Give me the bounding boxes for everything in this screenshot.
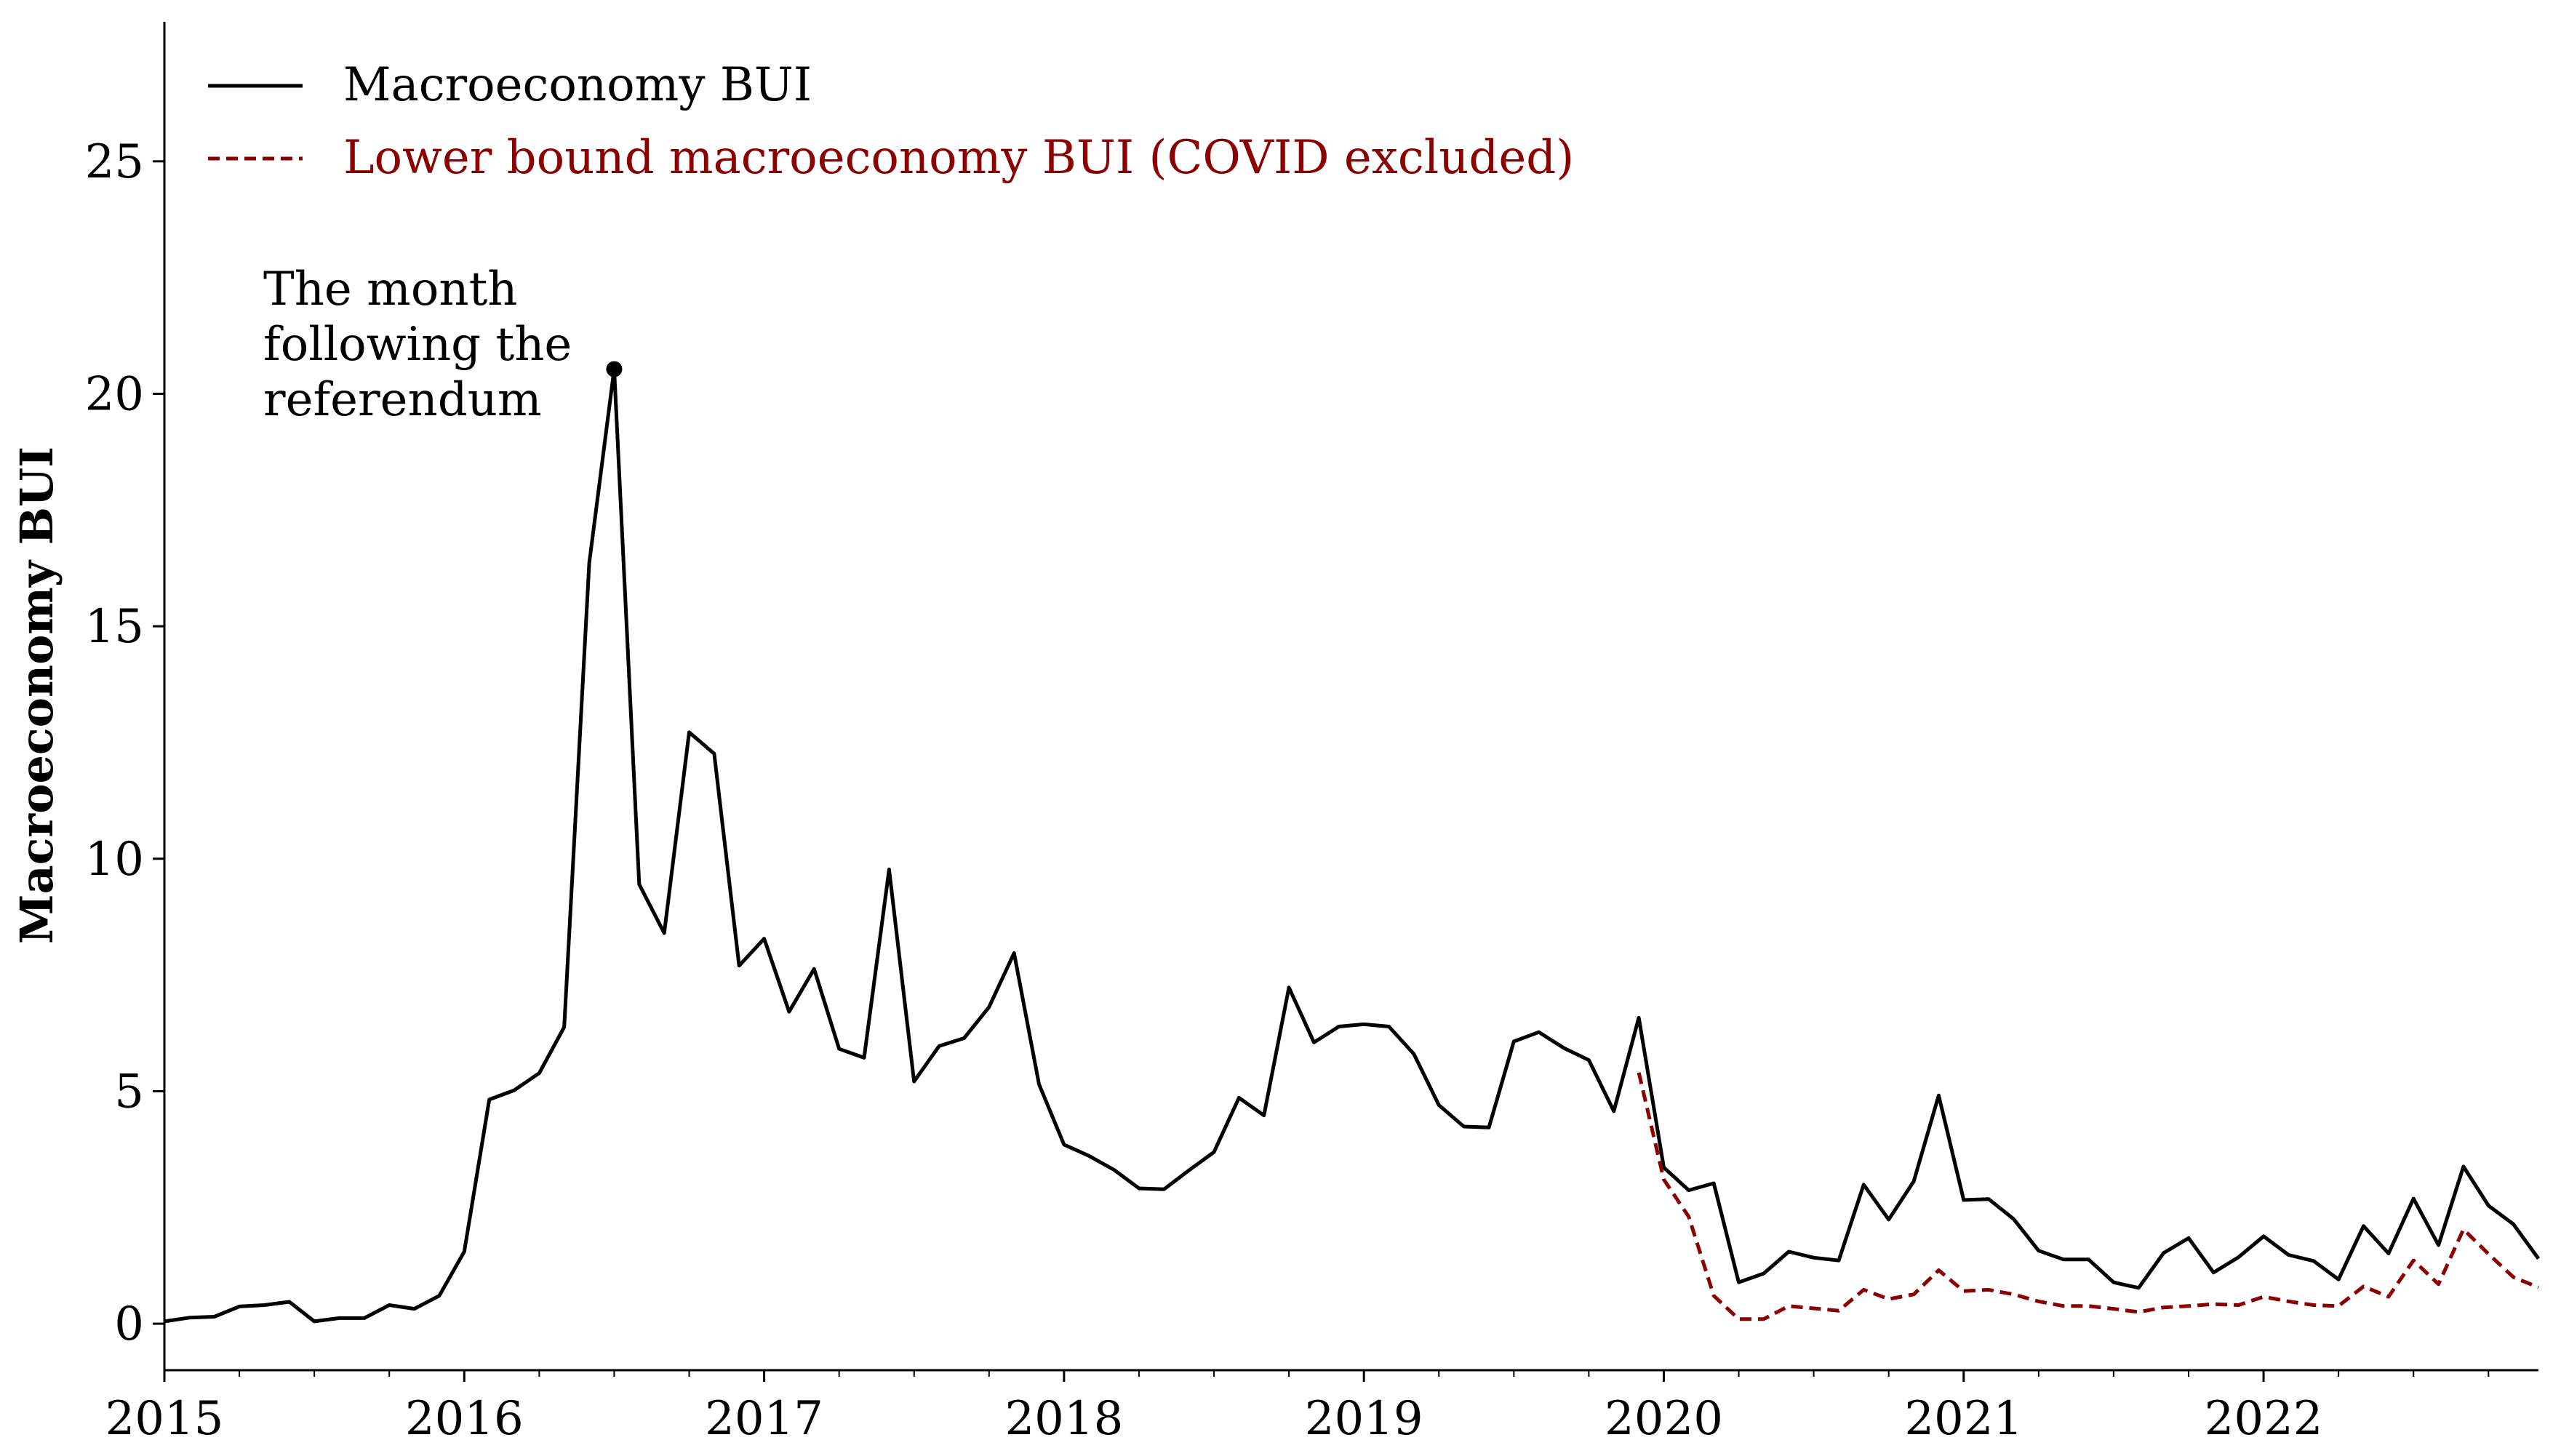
series-line-1 bbox=[164, 367, 2541, 1324]
y-tick-label: 5 bbox=[114, 1065, 144, 1119]
x-tick-label: 2015 bbox=[105, 1392, 224, 1446]
annotation-text: following the bbox=[263, 318, 572, 372]
annotation-marker bbox=[606, 361, 623, 377]
x-tick-label: 2021 bbox=[1904, 1392, 2023, 1446]
y-axis-label: Macroeconomy BUI bbox=[10, 447, 63, 944]
x-tick-label: 2017 bbox=[705, 1392, 823, 1446]
x-tick-label: 2019 bbox=[1305, 1392, 1423, 1446]
y-tick-label: 0 bbox=[114, 1297, 144, 1351]
y-tick-label: 25 bbox=[85, 135, 144, 189]
axes bbox=[163, 22, 2538, 1372]
x-tick-label: 2022 bbox=[2205, 1392, 2323, 1446]
annotation-text: The month bbox=[263, 263, 518, 316]
legend: Macroeconomy BUI Lower bound macroeconomy… bbox=[208, 58, 1574, 185]
annotation-text: referendum bbox=[263, 373, 542, 427]
y-tick-label: 20 bbox=[85, 367, 144, 421]
y-tick-label: 15 bbox=[85, 600, 144, 654]
legend-label: Lower bound macroeconomy BUI (COVID excl… bbox=[343, 131, 1574, 185]
axis-ticks: 0 5 10 15 20 25 2015 2016 2017 2018 2019 2020 2021 20… bbox=[85, 135, 2490, 1446]
y-tick-label: 10 bbox=[85, 833, 144, 887]
x-tick-label: 2016 bbox=[405, 1392, 524, 1446]
series-layer bbox=[164, 367, 2541, 1324]
legend-label: Macroeconomy BUI bbox=[343, 58, 812, 112]
series-line-2 bbox=[1637, 1072, 2539, 1321]
x-tick-label: 2018 bbox=[1004, 1392, 1123, 1446]
x-tick-label: 2020 bbox=[1605, 1392, 1723, 1446]
